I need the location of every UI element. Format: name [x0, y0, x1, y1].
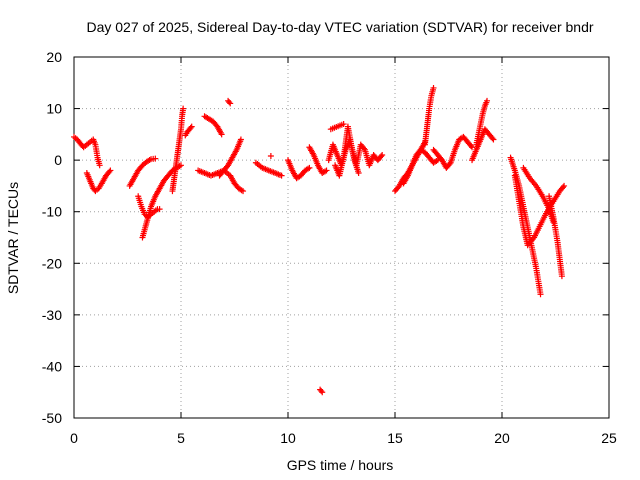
- tick-labels: 0 5 10 15 20 25 20 10 0 -10 -20 -30 -40 -50: [42, 49, 617, 446]
- y-tick-label: 20: [46, 49, 62, 65]
- plus-mark: [467, 142, 474, 149]
- y-tick-label: 10: [46, 101, 62, 117]
- plus-mark: [107, 167, 114, 174]
- plus-mark: [96, 162, 103, 169]
- plus-mark: [355, 170, 362, 177]
- plus-mark: [319, 389, 326, 396]
- series-t2: [83, 167, 114, 195]
- plus-mark: [152, 155, 159, 162]
- plus-mark: [561, 182, 568, 189]
- plus-mark: [318, 387, 325, 394]
- plus-mark: [484, 97, 491, 104]
- series-t17: [332, 123, 386, 179]
- plus-mark: [360, 145, 367, 152]
- y-tick-label: -30: [42, 307, 62, 323]
- x-tick-label: 20: [494, 430, 510, 446]
- x-tick-label: 5: [177, 430, 185, 446]
- plus-mark: [187, 124, 194, 131]
- axes: [73, 56, 610, 419]
- series-t26: [511, 172, 568, 249]
- plus-mark: [240, 188, 247, 195]
- plus-mark: [180, 105, 187, 112]
- series-t23: [469, 126, 497, 164]
- plus-mark: [490, 136, 497, 143]
- y-tick-label: -50: [42, 410, 62, 426]
- series-t29: [317, 386, 326, 396]
- series-t1: [71, 133, 103, 169]
- plus-mark: [278, 172, 285, 179]
- plus-mark: [446, 161, 453, 168]
- plus-mark: [489, 135, 496, 142]
- plus-mark: [227, 100, 234, 107]
- series-t7: [182, 123, 195, 139]
- plus-mark: [106, 168, 113, 175]
- series-t5: [139, 162, 184, 241]
- y-tick-label: -20: [42, 255, 62, 271]
- series-t21: [421, 84, 437, 148]
- series-t22: [430, 133, 476, 171]
- chart-title: Day 027 of 2025, Sidereal Day-to-day VTE…: [86, 19, 593, 35]
- series-t3: [126, 155, 159, 189]
- plus-mark: [340, 121, 347, 128]
- y-tick-label: -10: [42, 204, 62, 220]
- series-t28: [546, 193, 565, 280]
- y-tick-label: -40: [42, 358, 62, 374]
- gridlines: [74, 57, 609, 418]
- plus-mark: [559, 184, 566, 191]
- x-tick-label: 15: [387, 430, 403, 446]
- x-tick-label: 0: [70, 430, 78, 446]
- plot-frame: [73, 56, 610, 419]
- y-axis-label: SDTVAR / TECUs: [5, 182, 21, 294]
- plus-mark: [237, 136, 244, 143]
- series-t9: [225, 97, 234, 107]
- series-t18: [327, 121, 347, 133]
- plus-mark: [430, 84, 437, 91]
- y-tick-label: 0: [54, 152, 62, 168]
- series-t11: [216, 136, 244, 179]
- plus-mark: [218, 131, 225, 138]
- series-t14: [285, 157, 313, 182]
- x-tick-label: 25: [601, 430, 617, 446]
- plus-mark: [558, 273, 565, 280]
- plus-mark: [323, 167, 330, 174]
- plus-mark: [469, 144, 476, 151]
- plus-mark: [178, 162, 184, 169]
- plus-mark: [537, 291, 544, 298]
- series-t20: [400, 146, 441, 187]
- series-t6: [169, 105, 187, 195]
- series-t15: [306, 144, 330, 177]
- plus-mark: [156, 206, 163, 213]
- data-marks: [71, 84, 568, 396]
- plus-mark: [188, 123, 195, 130]
- plus-mark: [226, 99, 233, 106]
- series-t24: [473, 97, 491, 148]
- x-tick-label: 10: [280, 430, 296, 446]
- series-t13: [267, 153, 274, 160]
- plus-mark: [306, 164, 313, 171]
- series-t8: [201, 113, 225, 138]
- series-t12: [252, 159, 285, 179]
- plus-mark: [379, 151, 386, 158]
- plus-mark: [378, 153, 385, 160]
- x-axis-label: GPS time / hours: [287, 457, 394, 473]
- plus-mark: [267, 153, 274, 160]
